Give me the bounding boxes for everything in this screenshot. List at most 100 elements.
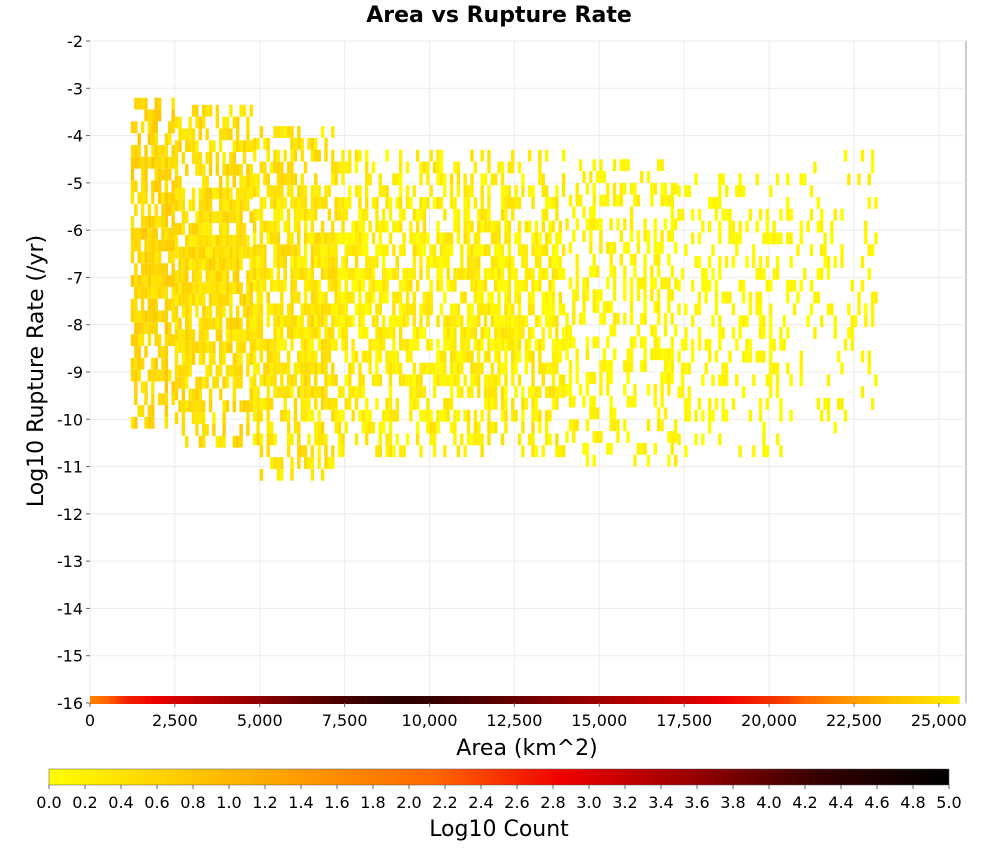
heatmap-cell [558,232,562,245]
heatmap-cell [524,220,528,233]
heatmap-cell [690,279,695,292]
colorbar-tick-label: 0.8 [180,793,205,812]
heatmap-cell [524,315,528,328]
heatmap-cell [752,445,756,458]
heatmap-cell [368,256,372,268]
heatmap-cell [477,315,481,328]
heatmap-cell [290,149,294,162]
heatmap-cell [826,409,831,422]
heatmap-cell [202,353,206,365]
heatmap-cell [378,244,382,257]
heatmap-cell [561,327,566,339]
heatmap-cell [348,398,352,410]
heatmap-cell [616,431,620,443]
heatmap-cell [711,315,715,328]
heatmap-cell [874,197,878,209]
heatmap-cell [385,398,389,410]
heatmap-cell [480,409,484,422]
heatmap-cell [273,185,277,198]
heatmap-cell [212,246,216,259]
heatmap-cell [395,220,399,233]
heatmap-cell [161,310,165,323]
heatmap-cell [236,246,240,259]
heatmap-cell [592,289,596,302]
heatmap-cell [843,149,848,162]
heatmap-cell [541,374,545,387]
heatmap-cell [555,256,559,268]
heatmap-cell [236,234,240,247]
heatmap-cell [198,128,203,141]
heatmap-cell [293,409,298,422]
heatmap-cell [674,324,678,337]
heatmap-cell [772,220,776,233]
heatmap-cell [334,315,338,328]
heatmap-cell [358,185,362,198]
colorbar-label: Log10 Count [429,817,569,842]
heatmap-cell [772,267,776,280]
heatmap-cell [300,338,304,351]
heatmap-cell [555,267,559,280]
heatmap-cell [870,315,875,328]
heatmap-cell [348,197,352,209]
heatmap-cell [348,149,352,162]
heatmap-cell [242,341,247,354]
heatmap-cell [191,223,196,235]
heatmap-cell [232,199,236,212]
heatmap-cell [273,374,277,387]
heatmap-cell [259,374,264,387]
heatmap-cell [222,412,226,425]
floor-cell [606,696,610,704]
heatmap-cell [731,398,736,410]
heatmap-cell [534,315,539,328]
heatmap-cell [232,270,236,283]
heatmap-cell [606,442,610,455]
heatmap-cell [453,433,457,446]
heatmap-cell [151,369,155,382]
heatmap-cell [443,173,447,186]
floor-cell [225,696,230,704]
heatmap-cell [242,175,247,188]
heatmap-cell [134,345,138,358]
heatmap-cell [361,232,366,245]
heatmap-cell [324,374,328,387]
heatmap-cell [236,376,240,389]
floor-cell [191,696,196,704]
heatmap-cell [208,199,213,212]
y-tick-label: -3 [67,79,83,98]
heatmap-cell [663,218,668,231]
heatmap-cell [375,256,379,268]
heatmap-cell [436,409,440,422]
heatmap-cell [867,350,871,363]
heatmap-cell [466,421,471,434]
heatmap-cell [477,220,481,233]
heatmap-cell [344,256,349,268]
heatmap-cell [178,199,182,212]
heatmap-cell [775,433,780,446]
heatmap-cell [606,241,610,254]
heatmap-cell [293,398,298,410]
heatmap-cell [198,234,203,247]
heatmap-cell [188,199,192,212]
heatmap-cell [174,412,179,425]
heatmap-cell [276,173,281,186]
heatmap-cell [504,185,508,198]
heatmap-cell [130,180,135,193]
heatmap-cell [205,187,209,200]
heatmap-cell [161,286,165,299]
heatmap-cell [762,315,766,328]
heatmap-cell [415,149,420,162]
heatmap-cell [762,421,766,434]
heatmap-cell [222,282,226,294]
heatmap-cell [544,409,549,422]
floor-cell [786,696,790,704]
heatmap-cell [236,223,240,235]
heatmap-cell [755,173,759,186]
heatmap-cell [252,149,257,162]
heatmap-cell [826,398,831,410]
floor-cell [293,696,298,704]
heatmap-cell [670,265,674,278]
heatmap-cell [256,267,260,280]
heatmap-cell [752,256,756,268]
heatmap-cell [592,194,596,207]
